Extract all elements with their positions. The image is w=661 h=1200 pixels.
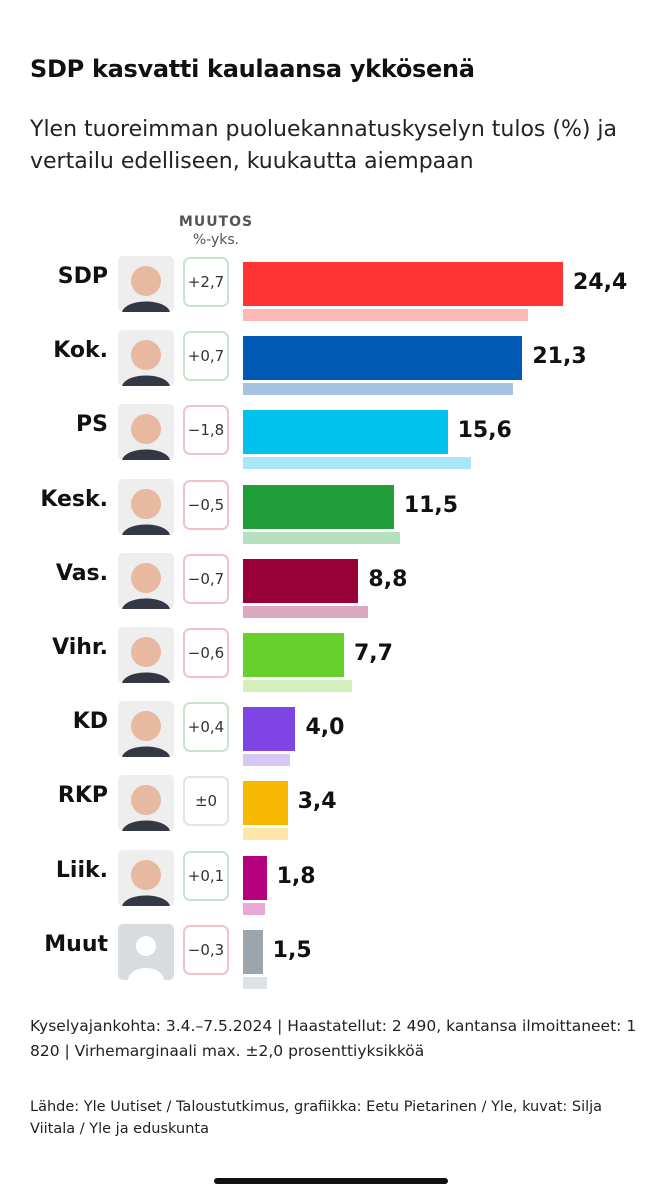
party-label: KD [72,709,108,735]
value-label: 1,5 [272,937,312,963]
change-badge: −0,7 [183,553,229,604]
current-value-bar [243,484,394,529]
party-label: Kok. [53,338,108,364]
change-badge: ±0 [183,776,229,827]
party-leader-avatar [118,701,174,758]
previous-value-bar [243,309,528,321]
previous-value-bar [243,531,401,544]
party-leader-avatar [118,627,174,683]
value-label: 24,4 [573,270,628,295]
chart-title: SDP kasvatti kaulaansa ykkösenä [30,55,475,83]
value-label: 15,6 [457,418,512,444]
value-label: 7,7 [353,641,393,666]
change-badge: −0,5 [183,479,229,530]
current-value-bar [243,781,288,826]
party-label: RKP [57,783,108,809]
change-badge: −0,3 [183,924,229,975]
value-label: 3,4 [297,789,337,815]
party-label: PS [76,412,108,438]
change-badge: −0,6 [183,628,229,678]
current-value-bar [243,707,296,752]
party-leader-avatar [118,256,174,312]
previous-value-bar [243,754,291,767]
bar-chart: SDP +2,7 24,4 Kok. +0,7 21,3 PS −1,8 15,6 Kesk. −0… [0,248,661,998]
current-value-bar [243,410,448,455]
party-label: Kesk. [40,486,108,512]
current-value-bar [243,929,263,974]
value-label: 4,0 [305,715,345,741]
chart-row: Vihr. −0,6 7,7 [0,619,661,693]
party-leader-avatar [118,404,174,461]
party-leader-avatar [118,775,174,832]
value-label: 1,8 [276,863,316,889]
party-label: Vihr. [52,635,108,660]
party-label: SDP [57,264,108,289]
value-label: 11,5 [403,492,459,518]
previous-value-bar [243,605,368,618]
change-badge: +2,7 [183,257,229,307]
party-leader-avatar [118,552,174,609]
change-column-header: MUUTOS %-yks. [168,214,264,248]
previous-value-bar [243,680,352,692]
value-label: 21,3 [532,344,587,370]
previous-value-bar [243,902,266,915]
chart-row: RKP ±0 3,4 [0,767,661,841]
current-value-bar [243,855,267,900]
current-value-bar [243,262,563,306]
change-badge: +0,4 [183,702,229,753]
previous-value-bar [243,976,267,989]
chart-row: KD +0,4 4,0 [0,693,661,767]
party-leader-avatar [118,330,174,387]
party-leader-avatar [118,849,174,906]
change-badge: +0,1 [183,850,229,901]
current-value-bar [243,633,344,677]
change-badge: +0,7 [183,331,229,382]
current-value-bar [243,558,359,603]
chart-row: Muut −0,3 1,5 [0,916,661,990]
party-label: Vas. [55,560,108,586]
party-leader-avatar [118,478,174,535]
chart-row: Vas. −0,7 8,8 [0,545,661,619]
home-indicator[interactable] [214,1178,448,1184]
chart-row: Kesk. −0,5 11,5 [0,471,661,545]
current-value-bar [243,336,523,381]
chart-row: PS −1,8 15,6 [0,396,661,470]
survey-details: Kyselyajankohta: 3.4.–7.5.2024 | Haastat… [30,1017,637,1060]
change-header-unit: %-yks. [192,232,240,248]
change-header-label: MUUTOS [178,214,254,230]
change-badge: −1,8 [183,405,229,456]
chart-row: Liik. +0,1 1,8 [0,842,661,916]
previous-value-bar [243,457,472,470]
source-credit: Lähde: Yle Uutiset / Taloustutkimus, gra… [30,1099,603,1137]
party-leader-avatar [118,923,174,980]
previous-value-bar [243,383,514,396]
party-label: Muut [44,931,108,957]
value-label: 8,8 [368,566,408,592]
chart-subtitle: Ylen tuoreimman puoluekannatuskyselyn tu… [30,117,618,174]
party-label: Liik. [55,857,108,883]
previous-value-bar [243,828,288,841]
chart-row: Kok. +0,7 21,3 [0,322,661,396]
chart-row: SDP +2,7 24,4 [0,248,661,322]
